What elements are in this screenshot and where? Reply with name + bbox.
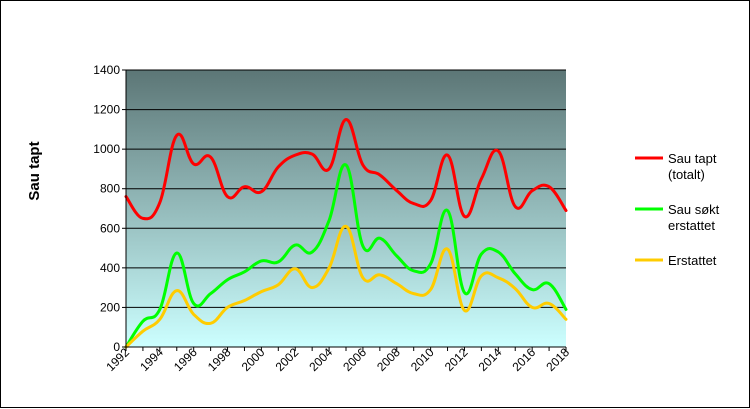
y-tick-label: 0 [113, 340, 120, 354]
gridlines [126, 69, 566, 348]
series-line-sau-tapt-totalt [124, 118, 568, 221]
y-tick-label: 200 [100, 300, 120, 314]
x-tick-label: 2012 [442, 345, 471, 374]
x-tick-label: 1994 [137, 345, 166, 374]
legend-label: Erstattet [668, 253, 717, 268]
x-tick-label: 2006 [340, 345, 369, 374]
x-tick-label: 2014 [476, 345, 505, 374]
x-tick-label: 2002 [273, 345, 302, 374]
legend: Sau tapt (totalt) Sau søkt erstattet Erstatt… [635, 151, 720, 268]
series-line-erstattet [124, 224, 568, 349]
series-lines [124, 118, 568, 349]
legend-label: Sau tapt (totalt) [668, 151, 717, 182]
plot-area [126, 70, 566, 347]
x-tick-label: 2004 [306, 345, 335, 374]
y-tick-label: 1200 [93, 103, 120, 117]
y-axis-label: Sau tapt [26, 141, 43, 200]
y-tick-label: 1400 [93, 63, 120, 77]
x-tick-label: 2018 [543, 345, 572, 374]
x-tick-label: 2008 [374, 345, 403, 374]
y-tick-label: 1000 [93, 142, 120, 156]
y-tick-label: 600 [100, 221, 120, 235]
x-tick-label: 1996 [171, 345, 200, 374]
x-tick-label: 2010 [408, 345, 437, 374]
y-tick-label: 400 [100, 261, 120, 275]
x-tick-label: 1992 [103, 345, 132, 374]
series-line-sau-s-kt-erstattet [124, 163, 568, 349]
x-tick-label: 1998 [205, 345, 234, 374]
x-tick-labels: 1992 1994 1996 1998 2000 2002 2004 2006 2008 2010… [103, 345, 572, 374]
x-tick-label: 2000 [239, 345, 268, 374]
y-tick-label: 800 [100, 182, 120, 196]
legend-label: Sau søkt erstattet [668, 202, 720, 233]
y-tick-labels: 0 200 400 600 800 1000 1200 1400 [93, 63, 126, 354]
x-tick-label: 2016 [509, 345, 538, 374]
